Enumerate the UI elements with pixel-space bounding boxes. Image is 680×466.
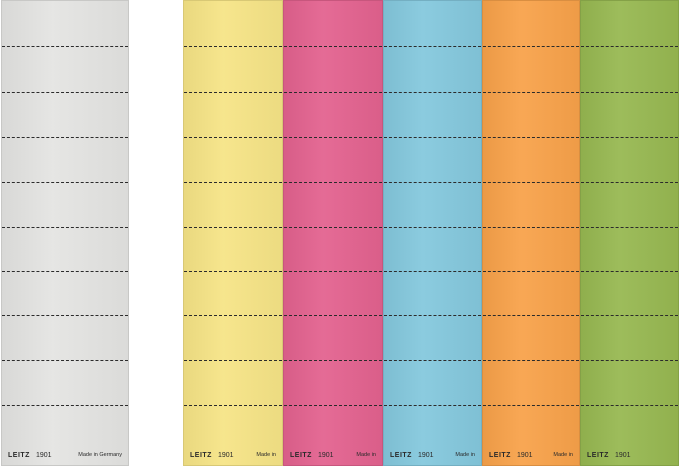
perforation-line — [284, 137, 382, 138]
perforation-line — [581, 360, 678, 361]
perforation-line — [284, 271, 382, 272]
perforation-line — [284, 227, 382, 228]
perforation-line — [2, 227, 128, 228]
perforation-line — [184, 315, 282, 316]
brand-label: LEITZ — [190, 451, 212, 459]
perforation-line — [483, 271, 579, 272]
label-strip-yellow: LEITZ 1901 Made in — [183, 0, 283, 466]
strip-footer: LEITZ 1901 Made in — [190, 449, 276, 461]
model-label: 1901 — [516, 451, 533, 459]
strip-footer: LEITZ 1901 Made in Germany — [8, 449, 122, 461]
perforation-line — [581, 405, 678, 406]
paper-shading — [483, 1, 579, 465]
strip-footer: LEITZ 1901 Made in — [489, 449, 573, 461]
made-in-label: Made in — [256, 452, 276, 458]
perforation-line — [384, 182, 481, 183]
perforation-line — [184, 137, 282, 138]
label-strip-gray: LEITZ 1901 Made in Germany — [1, 0, 129, 466]
perforation-line — [483, 137, 579, 138]
perforation-line — [2, 360, 128, 361]
perforation-line — [581, 182, 678, 183]
perforation-line — [2, 46, 128, 47]
perforation-line — [384, 271, 481, 272]
paper-shading — [284, 1, 382, 465]
strip-footer: LEITZ 1901 Made in — [390, 449, 475, 461]
perforation-line — [483, 315, 579, 316]
perforation-line — [581, 271, 678, 272]
paper-shading — [2, 1, 128, 465]
label-strip-blue: LEITZ 1901 Made in — [383, 0, 482, 466]
perforation-line — [2, 271, 128, 272]
paper-shading — [581, 1, 678, 465]
perforation-line — [384, 360, 481, 361]
perforation-line — [483, 360, 579, 361]
perforation-line — [581, 137, 678, 138]
perforation-line — [483, 92, 579, 93]
perforation-line — [184, 182, 282, 183]
made-in-label: Made in — [553, 452, 573, 458]
perforation-line — [581, 227, 678, 228]
perforation-line — [2, 182, 128, 183]
perforation-line — [2, 405, 128, 406]
model-label: 1901 — [614, 451, 631, 459]
perforation-line — [284, 405, 382, 406]
perforation-line — [483, 227, 579, 228]
perforation-line — [581, 315, 678, 316]
perforation-line — [483, 405, 579, 406]
perforation-line — [2, 137, 128, 138]
perforation-line — [483, 46, 579, 47]
perforation-line — [581, 46, 678, 47]
strip-footer: LEITZ 1901 Made in — [290, 449, 376, 461]
made-in-label: Made in Germany — [78, 452, 122, 458]
model-label: 1901 — [35, 451, 52, 459]
paper-shading — [384, 1, 481, 465]
perforation-line — [284, 182, 382, 183]
made-in-label: Made in — [455, 452, 475, 458]
perforation-line — [384, 405, 481, 406]
model-label: 1901 — [417, 451, 434, 459]
perforation-line — [384, 315, 481, 316]
perforation-line — [284, 46, 382, 47]
label-strip-green: LEITZ 1901 — [580, 0, 679, 466]
perforation-line — [384, 137, 481, 138]
perforation-line — [384, 227, 481, 228]
perforation-line — [284, 92, 382, 93]
brand-label: LEITZ — [587, 451, 609, 459]
perforation-line — [384, 46, 481, 47]
perforation-line — [284, 360, 382, 361]
perforation-line — [2, 92, 128, 93]
brand-label: LEITZ — [489, 451, 511, 459]
model-label: 1901 — [317, 451, 334, 459]
brand-label: LEITZ — [8, 451, 30, 459]
model-label: 1901 — [217, 451, 234, 459]
label-strip-orange: LEITZ 1901 Made in — [482, 0, 580, 466]
perforation-line — [184, 271, 282, 272]
perforation-line — [483, 182, 579, 183]
brand-label: LEITZ — [290, 451, 312, 459]
perforation-line — [184, 227, 282, 228]
perforation-line — [184, 92, 282, 93]
perforation-line — [184, 360, 282, 361]
strip-footer: LEITZ 1901 — [587, 449, 672, 461]
label-strip-pink: LEITZ 1901 Made in — [283, 0, 383, 466]
made-in-label: Made in — [356, 452, 376, 458]
perforation-line — [384, 92, 481, 93]
brand-label: LEITZ — [390, 451, 412, 459]
perforation-line — [184, 46, 282, 47]
perforation-line — [581, 92, 678, 93]
perforation-line — [284, 315, 382, 316]
perforation-line — [2, 315, 128, 316]
paper-shading — [184, 1, 282, 465]
perforation-line — [184, 405, 282, 406]
